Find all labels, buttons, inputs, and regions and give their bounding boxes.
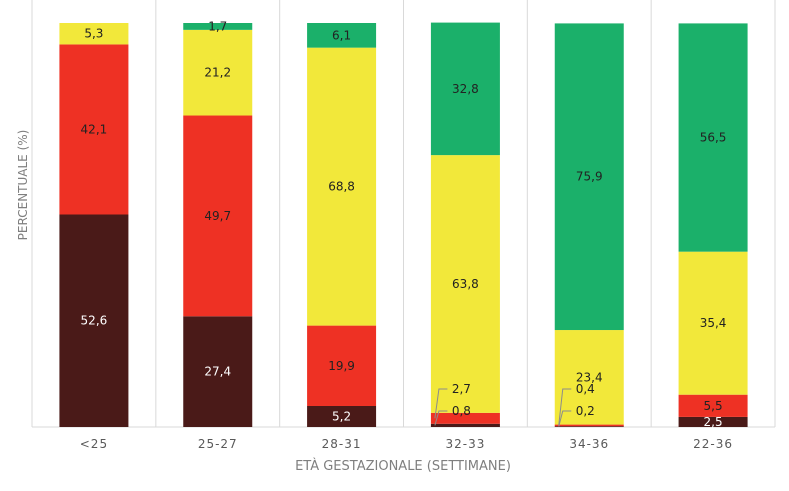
- data-label: 2,5: [704, 415, 723, 429]
- callout-label: 0,8: [452, 404, 471, 418]
- x-tick-label: <25: [80, 437, 108, 451]
- chart-grid: [31, 0, 776, 428]
- data-label: 75,9: [576, 170, 603, 184]
- data-label: 19,9: [328, 359, 355, 373]
- data-label: 35,4: [700, 316, 727, 330]
- bar-segment-red: [183, 115, 253, 317]
- bar-segment-dark-red: [183, 316, 253, 427]
- data-label: 63,8: [452, 277, 479, 291]
- callout-leader-line: [434, 410, 448, 426]
- bar-segment-dark-red: [59, 214, 129, 427]
- x-tick-label: 34-36: [569, 437, 609, 451]
- bar-segment-dark-red: [554, 426, 624, 427]
- x-tick-label: 25-27: [198, 437, 238, 451]
- data-label: 52,6: [81, 314, 108, 328]
- callout-label: 0,4: [576, 382, 595, 396]
- data-label: 6,1: [332, 28, 351, 42]
- callout-label: 2,7: [452, 382, 471, 396]
- bar-segment-red: [59, 44, 129, 215]
- callout-leader-line: [558, 388, 572, 426]
- x-tick-label: 32-33: [445, 437, 485, 451]
- bar-segment-dark-red: [678, 416, 748, 427]
- bar-segment-green: [678, 23, 748, 252]
- x-tick-label: 28-31: [322, 437, 362, 451]
- data-label: 32,8: [452, 82, 479, 96]
- bar-segment-green: [554, 23, 624, 331]
- callout-label: 0,2: [576, 404, 595, 418]
- bar-segment-red: [554, 424, 624, 427]
- bar-segment-green: [430, 22, 500, 156]
- bar-segment-yellow: [183, 29, 253, 116]
- bar-segment-dark-red: [307, 405, 377, 427]
- bar-segment-dark-red: [430, 423, 500, 427]
- bar-segment-yellow: [554, 330, 624, 425]
- data-label: 1,7: [208, 19, 227, 33]
- bar-segment-green: [183, 23, 253, 30]
- chart-data-labels: 52,6 42,1 5,3 27,4 49,7 21,2 1,7 5,2 19,9 68,8 6,1…: [81, 19, 727, 429]
- callout-leader-line: [434, 388, 448, 419]
- data-label: 5,5: [704, 399, 723, 413]
- bar-segment-yellow: [59, 23, 129, 45]
- data-label: 27,4: [204, 365, 231, 379]
- y-axis-label: PERCENTUALE (%): [16, 130, 30, 241]
- data-label: 56,5: [700, 131, 727, 145]
- data-label: 23,4: [576, 370, 603, 384]
- bar-segment-red: [430, 412, 500, 424]
- callout-leader-line: [558, 410, 572, 427]
- bar-segment-yellow: [307, 47, 377, 326]
- chart-bars: [59, 22, 748, 427]
- data-label: 21,2: [204, 66, 231, 80]
- data-label: 49,7: [204, 209, 231, 223]
- data-label: 42,1: [81, 122, 108, 136]
- data-label: 68,8: [328, 180, 355, 194]
- x-axis-label: ETÀ GESTAZIONALE (SETTIMANE): [295, 458, 511, 474]
- bar-segment-red: [307, 325, 377, 406]
- data-label: 5,2: [332, 409, 351, 423]
- bar-segment-green: [307, 23, 377, 48]
- bar-segment-yellow: [430, 155, 500, 413]
- x-tick-label: 22-36: [693, 437, 733, 451]
- bar-segment-yellow: [678, 251, 748, 395]
- data-label: 5,3: [84, 27, 103, 41]
- bar-segment-red: [678, 394, 748, 417]
- x-axis-ticks: <25 25-27 28-31 32-33 34-36 22-36: [80, 437, 733, 451]
